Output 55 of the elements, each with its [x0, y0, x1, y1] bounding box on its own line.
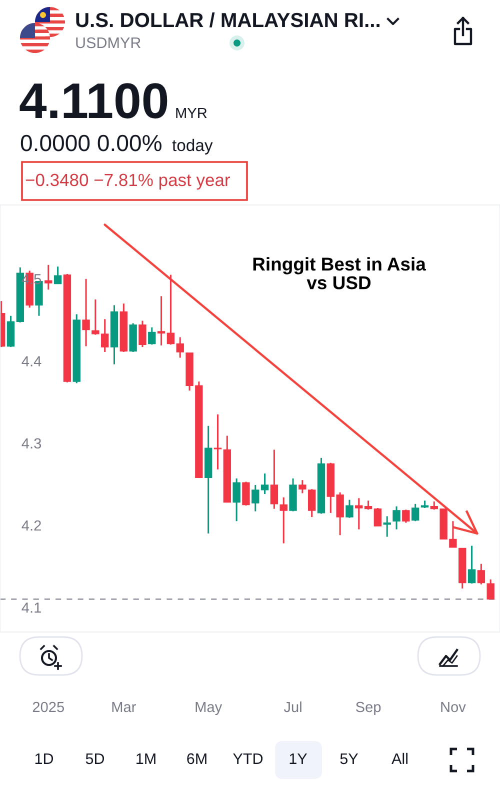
x-tick-label: 2025	[32, 702, 64, 712]
candlestick	[242, 480, 250, 506]
candlestick	[355, 497, 363, 530]
candlestick	[402, 508, 410, 524]
text: 5D	[86, 753, 104, 764]
text: YTD	[233, 753, 263, 764]
x-tick-label: Jul	[284, 701, 302, 712]
candlestick	[392, 506, 400, 530]
candlestick	[44, 264, 52, 290]
x-tick-label: Sep	[356, 702, 381, 716]
candlestick	[166, 274, 175, 346]
candlestick	[54, 266, 62, 285]
candlestick	[468, 545, 476, 584]
text: 1D	[35, 753, 54, 764]
text: 1Y	[290, 753, 308, 764]
candlestick	[346, 499, 354, 519]
y-tick-label: 4.5	[22, 274, 42, 284]
annotation: Ringgit Best in Asia vs USD	[253, 257, 426, 290]
candlestick	[477, 563, 486, 586]
text: −0.3480 −7.81% past year	[26, 174, 230, 190]
text: 1M	[136, 753, 156, 764]
y-tick-label: 4.4	[22, 356, 42, 366]
candlestick	[364, 500, 372, 510]
y-tick-label: 4.1	[22, 602, 41, 613]
x-tick-label: May	[196, 702, 222, 716]
candlestick	[148, 326, 156, 346]
y-tick-label: 4.2	[22, 520, 41, 531]
text: All	[392, 752, 408, 764]
text: 5Y	[340, 753, 358, 764]
candlestick	[252, 484, 260, 512]
candlestick	[374, 507, 382, 527]
candlestick	[411, 503, 420, 522]
candlestick	[232, 478, 240, 522]
candlestick	[308, 488, 316, 518]
candlestick	[176, 336, 184, 358]
y-tick-label: 4.3	[22, 438, 42, 449]
text: today	[172, 138, 213, 154]
candlestick	[270, 448, 278, 510]
chart-title: U.S. DOLLAR / MALAYSIAN RI...	[76, 12, 380, 28]
candlestick	[260, 472, 269, 495]
candlestick	[138, 320, 146, 348]
candlestick	[82, 278, 90, 348]
candlestick	[157, 295, 166, 346]
text: 0.0000 0.00%	[20, 134, 162, 152]
x-tick-label: Mar	[112, 702, 136, 712]
x-tick-label: Nov	[441, 702, 466, 712]
candlestick	[280, 496, 288, 544]
candlestick	[214, 414, 222, 470]
candlestick	[383, 515, 391, 538]
candlestick	[486, 578, 494, 600]
chart-subtitle: USDMYR	[76, 37, 140, 48]
text: 4.1100	[20, 83, 168, 118]
text: MYR	[176, 108, 207, 118]
candlestick	[298, 479, 306, 494]
text: 6M	[187, 753, 206, 764]
